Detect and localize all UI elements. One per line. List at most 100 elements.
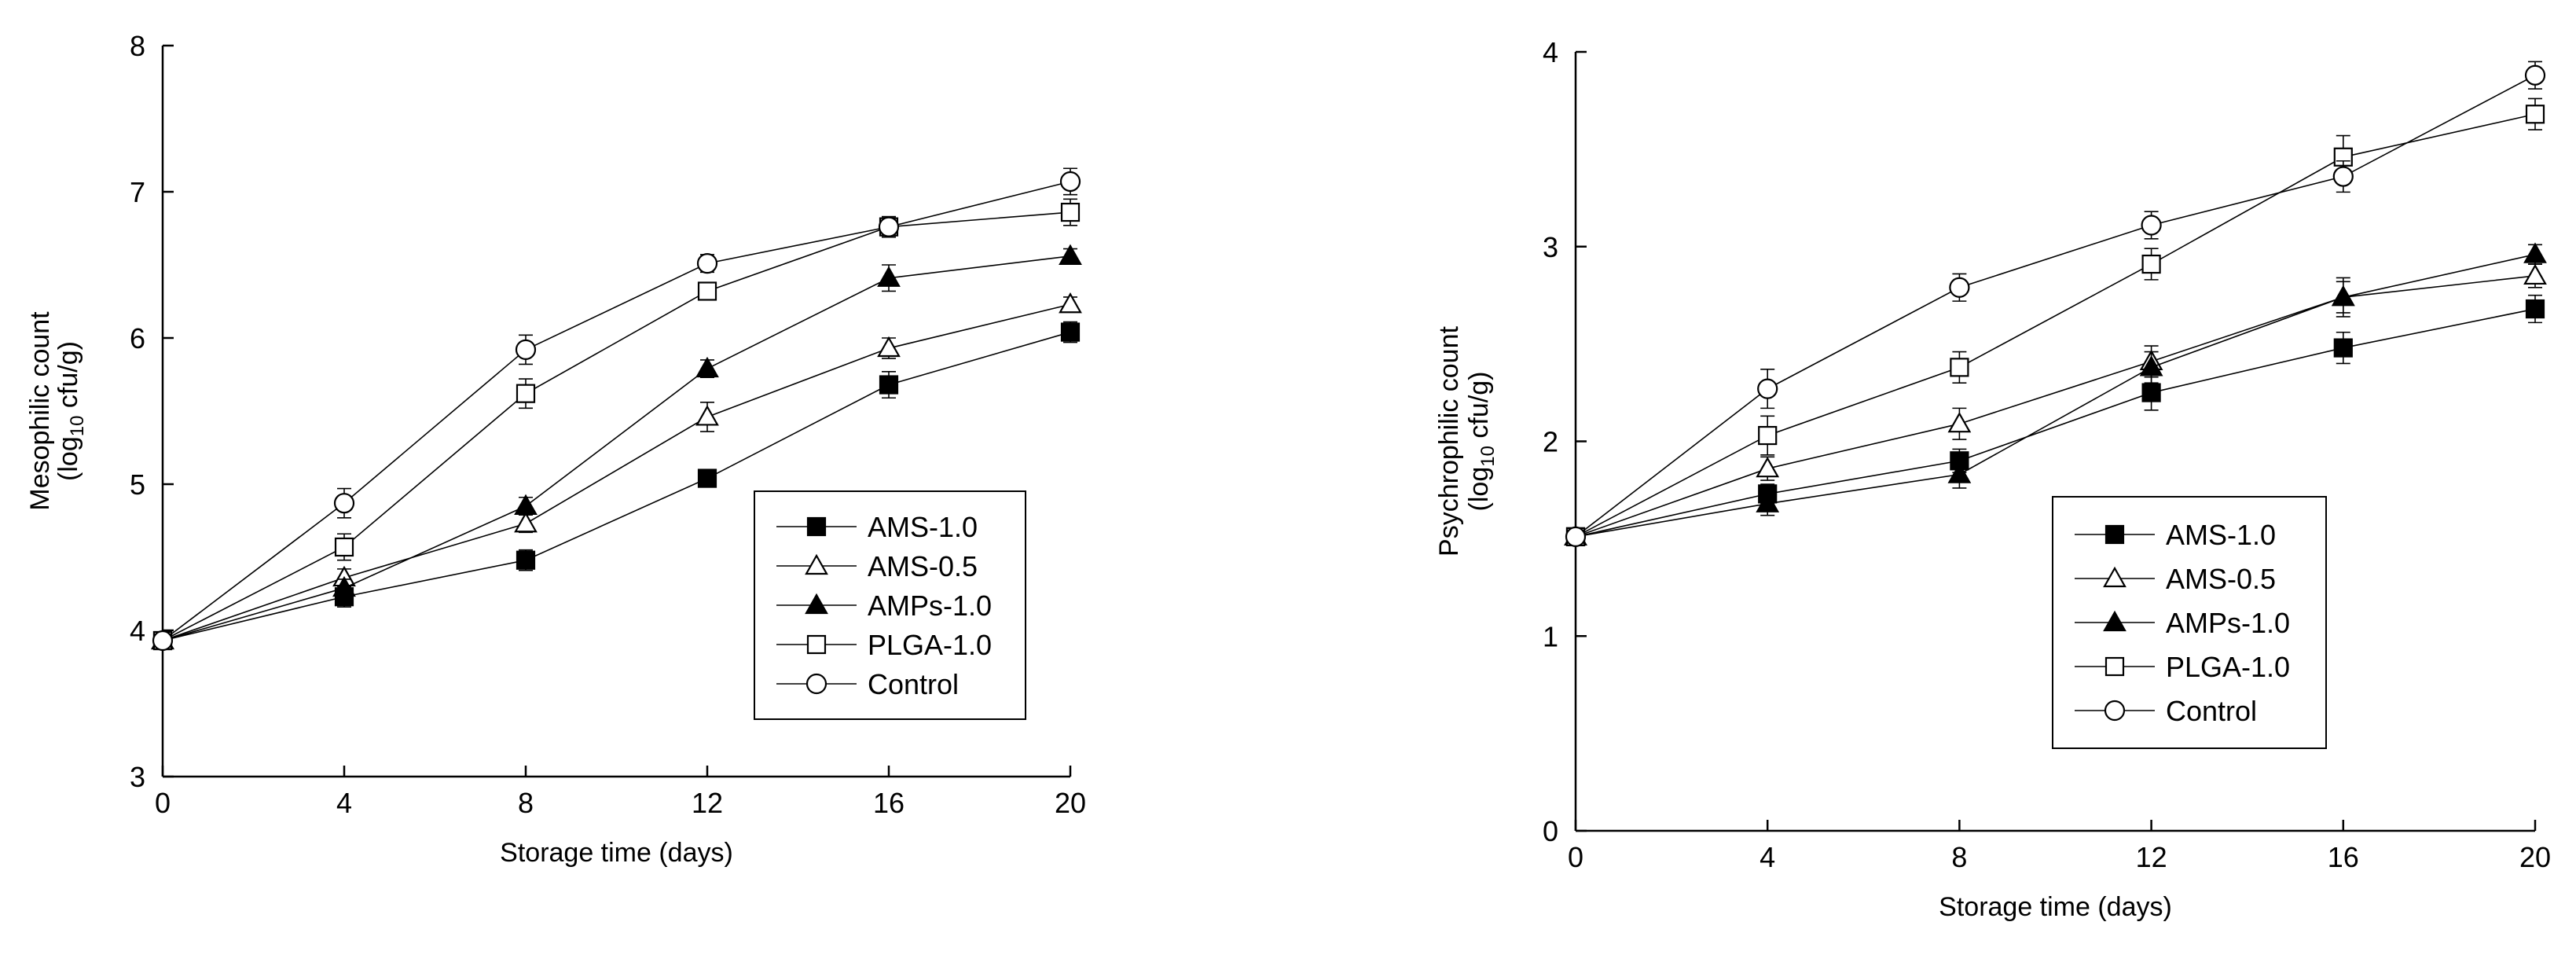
x-tick-label: 20 xyxy=(2519,841,2551,873)
series-line xyxy=(162,211,1071,641)
data-point xyxy=(2331,285,2355,307)
legend-label: AMS-0.5 xyxy=(868,550,978,582)
data-point xyxy=(1059,171,1081,193)
data-point xyxy=(2523,242,2547,263)
data-point xyxy=(2141,383,2161,402)
data-point xyxy=(514,511,538,533)
legend-marker xyxy=(805,673,827,695)
data-point xyxy=(1059,244,1082,265)
series-amps-1.0 xyxy=(1564,242,2547,545)
y-tick-label: 2 xyxy=(1543,426,1558,458)
x-tick-label: 16 xyxy=(873,787,905,819)
data-point xyxy=(2525,299,2545,319)
y-tick-label: 8 xyxy=(130,30,145,62)
y-tick-label: 1 xyxy=(1543,620,1558,652)
x-tick-label: 0 xyxy=(1568,841,1583,873)
x-tick-label: 12 xyxy=(2136,841,2167,873)
data-point xyxy=(516,550,536,570)
data-point xyxy=(2523,263,2547,285)
data-point xyxy=(514,494,538,516)
x-tick-label: 8 xyxy=(1951,841,1967,873)
x-tick-label: 4 xyxy=(336,787,352,819)
y-tick-label: 3 xyxy=(1543,231,1558,263)
data-point xyxy=(2139,355,2163,376)
y-tick-label: 7 xyxy=(130,176,145,208)
data-point xyxy=(1757,378,1778,399)
series-line xyxy=(1575,275,2536,538)
series-line xyxy=(1575,113,2536,538)
y-tick-label: 6 xyxy=(130,322,145,354)
data-point xyxy=(2332,166,2354,187)
legend-label: AMS-1.0 xyxy=(868,511,978,543)
series-line xyxy=(1575,253,2536,538)
data-point xyxy=(516,384,536,403)
y-tick-label: 0 xyxy=(1543,815,1558,847)
data-point xyxy=(1060,202,1081,222)
x-tick-label: 4 xyxy=(1760,841,1775,873)
x-tick-label: 20 xyxy=(1055,787,1086,819)
data-point xyxy=(1756,456,1780,478)
legend-marker xyxy=(805,553,828,575)
data-point xyxy=(2524,64,2546,86)
series-line xyxy=(162,255,1071,641)
legend-label: PLGA-1.0 xyxy=(2166,651,2290,683)
data-point xyxy=(1950,358,1969,377)
series-line xyxy=(1575,75,2536,538)
legend-label: Control xyxy=(2166,695,2257,727)
series-line xyxy=(162,331,1071,641)
data-point xyxy=(152,630,174,652)
series-line xyxy=(162,181,1071,641)
data-point xyxy=(1060,322,1081,342)
data-point xyxy=(878,216,900,237)
data-point xyxy=(2333,338,2353,358)
data-point xyxy=(1565,526,1587,547)
y-tick-label: 3 xyxy=(130,761,145,793)
data-point xyxy=(697,468,717,488)
y-axis-title: Mesophilic count xyxy=(25,311,55,511)
legend-marker xyxy=(2103,566,2126,588)
series-control xyxy=(1565,61,2546,547)
mesophilic-chart: 0 4 8 12 16 20 3 4 5 6 7 8 Storage time (days) Mesoph… xyxy=(25,30,1086,868)
data-point xyxy=(695,405,719,426)
series-control xyxy=(152,167,1081,652)
data-point xyxy=(1949,277,1970,298)
data-point xyxy=(2141,215,2162,236)
y-axis-unit: (log10 cfu/g) xyxy=(1464,372,1499,512)
legend-marker xyxy=(2104,656,2125,677)
x-axis-title: Storage time (days) xyxy=(500,838,733,868)
data-point xyxy=(1947,462,1972,483)
legend-marker xyxy=(2104,700,2126,722)
data-point xyxy=(696,253,718,274)
data-point xyxy=(1758,425,1778,446)
legend-marker xyxy=(2104,524,2125,545)
y-tick-label: 5 xyxy=(130,468,145,501)
legend: AMS-1.0 AMS-0.5 AMPs-1.0 PLGA-1.0 Control xyxy=(754,490,1026,720)
x-axis-title: Storage time (days) xyxy=(1939,892,2172,922)
data-point xyxy=(697,281,717,301)
data-point xyxy=(515,339,537,360)
data-point xyxy=(332,575,356,597)
legend: AMS-1.0 AMS-0.5 AMPs-1.0 PLGA-1.0 Control xyxy=(2052,496,2327,749)
legend-marker xyxy=(806,634,827,655)
legend-marker xyxy=(805,593,828,615)
data-point xyxy=(1756,491,1780,512)
data-point xyxy=(1947,411,1972,433)
data-point xyxy=(877,336,901,358)
data-point xyxy=(2141,254,2161,274)
legend-label: AMPs-1.0 xyxy=(868,590,992,622)
data-point xyxy=(695,356,719,378)
legend-label: AMS-0.5 xyxy=(2166,563,2276,595)
x-tick-label: 8 xyxy=(518,787,534,819)
data-point xyxy=(2525,105,2545,124)
y-axis-title: Psychrophilic count xyxy=(1434,325,1464,556)
y-tick-label: 4 xyxy=(130,615,145,647)
x-tick-label: 16 xyxy=(2328,841,2359,873)
series-line xyxy=(162,303,1071,641)
data-point xyxy=(334,537,354,557)
series-plga-1.0 xyxy=(1565,97,2545,546)
y-tick-label: 4 xyxy=(1543,36,1558,68)
legend-label: AMS-1.0 xyxy=(2166,519,2276,551)
legend-label: PLGA-1.0 xyxy=(868,629,992,661)
